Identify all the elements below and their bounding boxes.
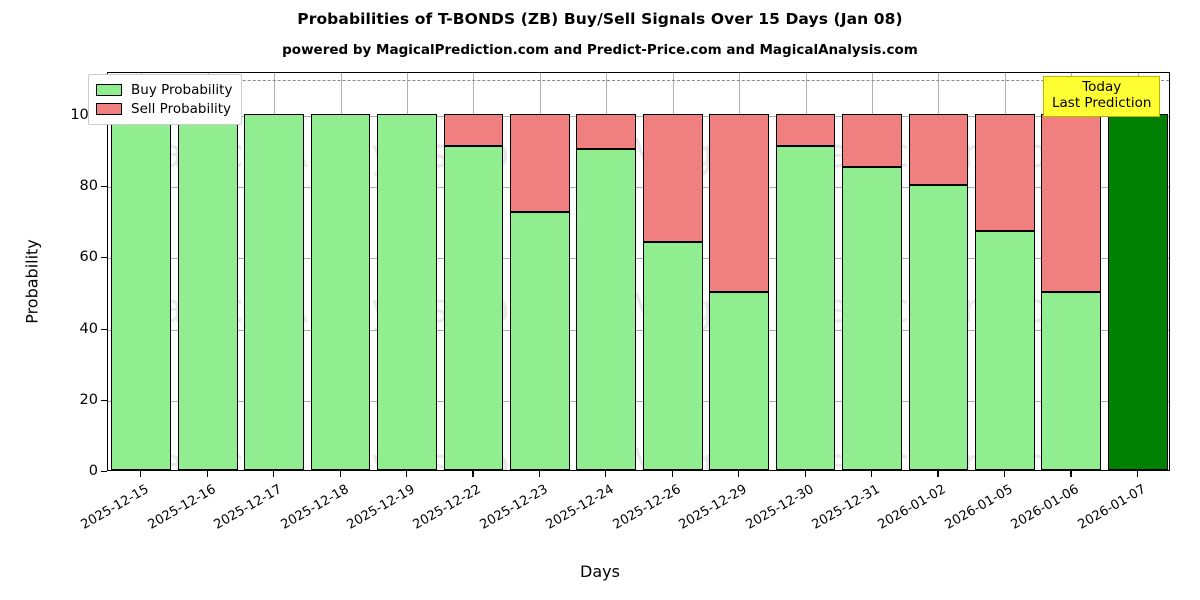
bar-segment-today — [1107, 113, 1168, 470]
legend-label-sell: Sell Probability — [131, 100, 232, 117]
bar-segment-buy — [377, 113, 437, 470]
bar-segment-buy — [1041, 291, 1102, 470]
bar-segment-buy — [443, 145, 504, 470]
bar-group — [1107, 73, 1168, 470]
y-axis-tick-mark — [101, 328, 107, 330]
bar-group — [509, 73, 570, 470]
x-axis-tick-mark — [538, 471, 541, 477]
bar-segment-buy — [244, 113, 304, 470]
y-axis-tick-label: 60 — [79, 249, 98, 266]
bar-segment-sell — [842, 113, 902, 168]
x-axis-tick-mark — [405, 471, 408, 477]
y-axis-tick-mark — [101, 257, 107, 259]
bar-group — [642, 73, 703, 470]
gridline-horizontal — [108, 329, 1169, 331]
bar-segment-buy — [576, 149, 637, 470]
x-axis-tick-mark — [804, 471, 806, 477]
y-axis-tick-mark — [101, 471, 107, 473]
gridline-horizontal — [108, 400, 1169, 402]
bar-segment-buy — [908, 185, 969, 470]
y-axis-tick-label: 40 — [79, 320, 98, 337]
x-axis-tick-mark — [472, 471, 474, 477]
gridline-horizontal — [108, 258, 1169, 260]
bar-segment-buy — [310, 113, 371, 470]
bar-segment-buy — [975, 231, 1035, 470]
y-axis-tick-mark — [101, 186, 107, 188]
bar-segment-buy — [111, 113, 172, 470]
today-annotation-line2: Last Prediction — [1052, 94, 1152, 111]
bar-segment-sell — [1041, 113, 1102, 292]
bar-segment-buy — [642, 242, 703, 470]
bar-segment-sell — [509, 113, 570, 212]
legend-label-buy: Buy Probability — [131, 81, 233, 98]
gridline-horizontal — [108, 187, 1169, 188]
y-axis-tick-mark — [101, 399, 107, 401]
today-annotation-line1: Today — [1082, 79, 1122, 95]
x-axis-tick-mark — [1136, 471, 1138, 477]
bar-segment-sell — [908, 113, 969, 185]
bar-group — [975, 73, 1035, 470]
x-axis-tick-mark — [140, 471, 142, 477]
bar-group — [310, 73, 371, 470]
x-axis-tick-mark — [273, 471, 275, 477]
bar-segment-sell — [709, 113, 770, 292]
y-axis-tick-label: 80 — [79, 178, 98, 194]
chart-title: Probabilities of T-BONDS (ZB) Buy/Sell S… — [297, 10, 903, 28]
y-axis-tick-label: 20 — [79, 391, 98, 408]
bar-group — [111, 73, 172, 470]
bar-segment-sell — [642, 113, 703, 242]
bar-group — [576, 73, 637, 470]
bar-segment-buy — [842, 167, 902, 470]
legend-swatch-buy-icon — [96, 83, 122, 96]
x-axis-label: Days — [580, 562, 620, 581]
y-axis-label: Probability — [22, 239, 42, 324]
bar-segment-sell — [576, 113, 637, 150]
x-axis-tick-mark — [871, 471, 873, 477]
bar-segment-buy — [775, 145, 836, 470]
bar-group — [377, 73, 437, 470]
bar-group — [775, 73, 836, 470]
legend-item-buy: Buy Probability — [96, 80, 232, 99]
bar-segment-buy — [177, 113, 238, 470]
bars-layer — [108, 73, 1169, 470]
x-axis-tick-mark — [1003, 471, 1006, 477]
legend: Buy Probability Sell Probability — [88, 74, 243, 125]
reference-dashed-line — [108, 80, 1169, 82]
chart-subtitle: powered by MagicalPrediction.com and Pre… — [282, 42, 918, 58]
x-axis-tick-mark — [1070, 471, 1072, 477]
bar-segment-buy — [709, 291, 770, 470]
y-axis-tick-label: 0 — [88, 463, 98, 479]
bar-group — [244, 73, 304, 470]
bar-segment-sell — [775, 113, 836, 146]
legend-swatch-sell-icon — [96, 102, 122, 115]
x-axis-tick-mark — [206, 471, 208, 477]
plot-area: MagicalAnalysis.comMagicalPrediction.com… — [107, 72, 1170, 471]
today-annotation: Today Last Prediction — [1043, 76, 1161, 117]
bar-group — [709, 73, 770, 470]
bar-group — [177, 73, 238, 470]
bar-segment-buy — [509, 211, 570, 470]
bar-group — [1041, 73, 1102, 470]
x-axis-tick-mark — [605, 471, 607, 477]
x-axis-tick-mark — [937, 471, 939, 477]
bar-segment-sell — [975, 113, 1035, 232]
x-axis-tick-mark — [339, 471, 341, 477]
x-axis-tick-mark — [738, 471, 740, 477]
bar-segment-sell — [443, 113, 504, 146]
bar-group — [842, 73, 902, 470]
x-axis-tick-mark — [671, 471, 673, 477]
bar-group — [443, 73, 504, 470]
gridline-horizontal — [108, 115, 1169, 117]
legend-item-sell: Sell Probability — [96, 99, 232, 118]
bar-group — [908, 73, 969, 470]
